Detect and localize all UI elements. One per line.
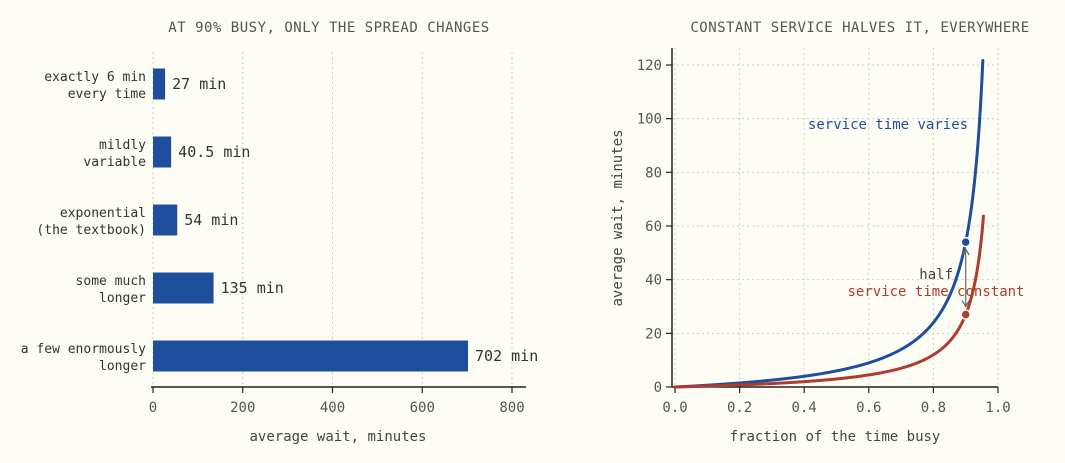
bar-value-label: 54 min xyxy=(184,211,238,229)
bar-category-label: some much xyxy=(76,274,146,289)
bar xyxy=(153,272,214,304)
bar-category-label: exactly 6 min xyxy=(44,70,146,85)
point-marker xyxy=(960,236,971,248)
bar xyxy=(153,68,166,100)
left-x-tick-label: 600 xyxy=(410,400,435,416)
right-x-tick-label: 0.8 xyxy=(921,400,946,416)
left-x-axis-label: average wait, minutes xyxy=(249,429,426,445)
left-chart: AT 90% BUSY, ONLY THE SPREAD CHANGES 27 … xyxy=(21,20,538,445)
bar-category-label: every time xyxy=(68,87,146,102)
right-chart: CONSTANT SERVICE HALVES IT, EVERYWHERE 0… xyxy=(610,20,1029,445)
left-x-tick-label: 0 xyxy=(149,400,157,416)
bar-category-label: exponential xyxy=(60,206,146,221)
bar xyxy=(153,204,178,236)
right-y-ticks: 0 20 40 60 80 100 120 xyxy=(637,58,672,396)
bar xyxy=(153,340,469,372)
right-chart-title: CONSTANT SERVICE HALVES IT, EVERYWHERE xyxy=(690,20,1029,36)
left-x-tick-label: 400 xyxy=(320,400,345,416)
right-series: service time varies service time constant xyxy=(673,59,1025,389)
left-x-tick-label: 200 xyxy=(230,400,255,416)
left-grid xyxy=(152,52,513,387)
point-marker xyxy=(960,309,971,320)
right-x-axis-label: fraction of the time busy xyxy=(730,429,941,445)
bar-category-label: longer xyxy=(99,291,146,306)
right-y-axis-label: average wait, minutes xyxy=(610,129,626,306)
right-x-tick-label: 0.2 xyxy=(727,400,752,416)
annotation-arrowhead xyxy=(961,247,970,256)
right-y-tick-label: 60 xyxy=(645,219,662,235)
left-x-tick-label: 800 xyxy=(499,400,524,416)
bar-category-label: mildly xyxy=(99,138,146,153)
bar-value-label: 40.5 min xyxy=(178,143,250,161)
right-x-tick-label: 1.0 xyxy=(985,400,1010,416)
right-y-tick-label: 40 xyxy=(645,273,662,289)
right-y-tick-label: 120 xyxy=(637,58,662,74)
bar-category-label: variable xyxy=(83,155,146,170)
right-y-tick-label: 80 xyxy=(645,165,662,181)
series-label: service time constant xyxy=(847,284,1024,300)
right-annotation: half xyxy=(919,236,971,320)
bar xyxy=(153,136,172,168)
series-line xyxy=(673,214,985,389)
right-x-tick-label: 0.6 xyxy=(856,400,881,416)
left-x-ticks: 0 200 400 600 800 xyxy=(149,387,525,416)
bar-value-label: 702 min xyxy=(475,347,538,365)
left-bars: 27 min exactly 6 min every time 40.5 min mil… xyxy=(21,68,538,374)
right-x-tick-label: 0.0 xyxy=(662,400,687,416)
annotation-arrowhead xyxy=(961,300,970,308)
right-x-tick-label: 0.4 xyxy=(792,400,817,416)
series-label: service time varies xyxy=(808,117,968,133)
left-chart-title: AT 90% BUSY, ONLY THE SPREAD CHANGES xyxy=(168,20,489,36)
right-x-ticks: 0.0 0.2 0.4 0.6 0.8 1.0 xyxy=(662,387,1011,416)
bar-category-label: a few enormously xyxy=(21,342,146,357)
bar-value-label: 135 min xyxy=(221,279,284,297)
right-y-tick-label: 0 xyxy=(654,380,662,396)
bar-value-label: 27 min xyxy=(172,75,226,93)
annotation-label: half xyxy=(919,267,953,283)
series-line xyxy=(673,59,985,389)
right-grid xyxy=(672,48,999,388)
bar-category-label: (the textbook) xyxy=(36,223,146,238)
right-y-tick-label: 100 xyxy=(637,112,662,128)
right-y-tick-label: 20 xyxy=(645,326,662,342)
bar-category-label: longer xyxy=(99,359,146,374)
